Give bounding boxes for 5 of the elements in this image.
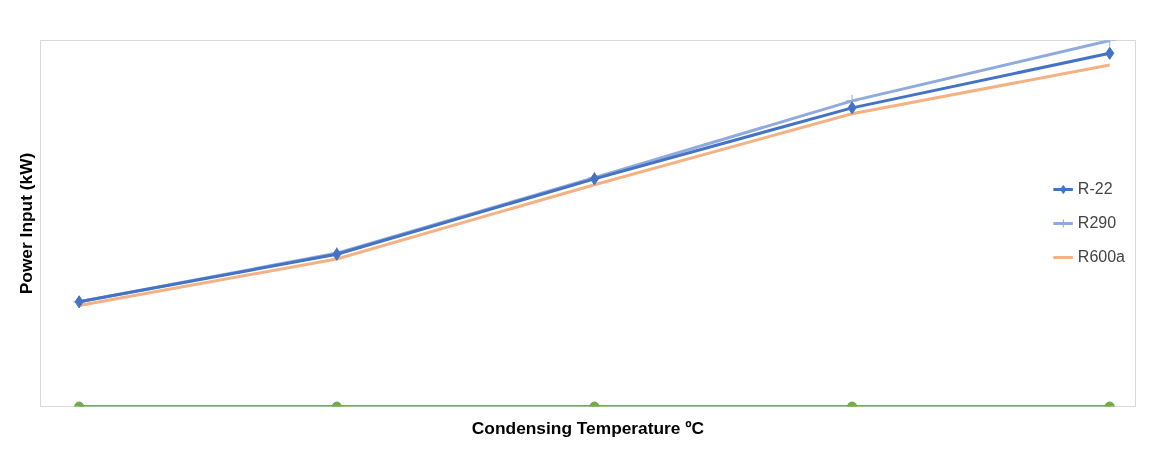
legend-label: R600a [1077,248,1125,266]
y-axis-title: Power Input (kW) [15,152,36,295]
legend-label: R-22 [1077,180,1113,198]
x-axis-title: Condensing Temperature ºC [471,417,705,438]
legend-label: R290 [1077,214,1117,232]
